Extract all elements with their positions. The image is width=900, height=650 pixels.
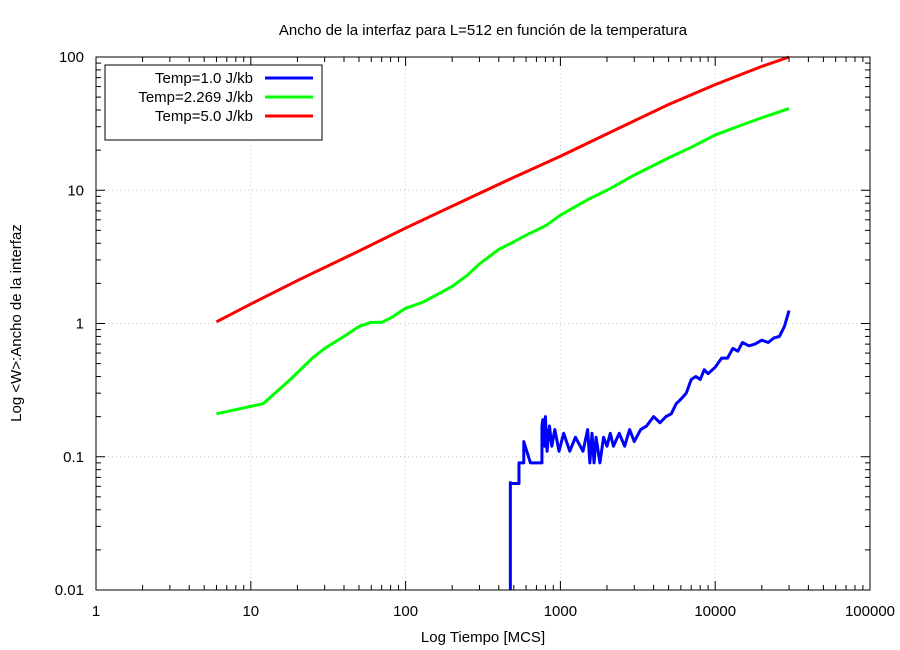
y-tick-label: 0.1 — [63, 449, 84, 466]
legend-label-1: Temp=1.0 J/kb — [155, 70, 253, 87]
x-tick-label: 10000 — [694, 603, 736, 620]
y-tick-label: 100 — [59, 49, 84, 66]
axis-ticks: 1 10 100 1000 10000 100000 0.01 0.1 1 10 100 — [55, 49, 895, 620]
grid-lines — [96, 57, 870, 590]
x-tick-label: 100000 — [845, 603, 895, 620]
legend: Temp=1.0 J/kb Temp=2.269 J/kb Temp=5.0 J/k… — [104, 64, 323, 141]
y-tick-label: 10 — [67, 182, 84, 199]
series-line-3 — [215, 55, 790, 324]
legend-label-2: Temp=2.269 J/kb — [138, 89, 253, 106]
x-tick-label: 1000 — [544, 603, 577, 620]
series-line-2 — [216, 107, 790, 416]
x-axis-title: Log Tiempo [MCS] — [421, 629, 545, 646]
legend-label-3: Temp=5.0 J/kb — [155, 108, 253, 125]
x-tick-label: 10 — [242, 603, 259, 620]
chart-title: Ancho de la interfaz para L=512 en funci… — [279, 22, 688, 39]
y-tick-label: 1 — [76, 316, 84, 333]
series-lines — [215, 55, 791, 590]
x-tick-label: 1 — [92, 603, 100, 620]
y-axis-title: Log <W>:Ancho de la interfaz — [8, 224, 25, 422]
x-tick-label: 100 — [393, 603, 418, 620]
y-tick-label: 0.01 — [55, 582, 84, 599]
series-line-1 — [508, 310, 791, 590]
